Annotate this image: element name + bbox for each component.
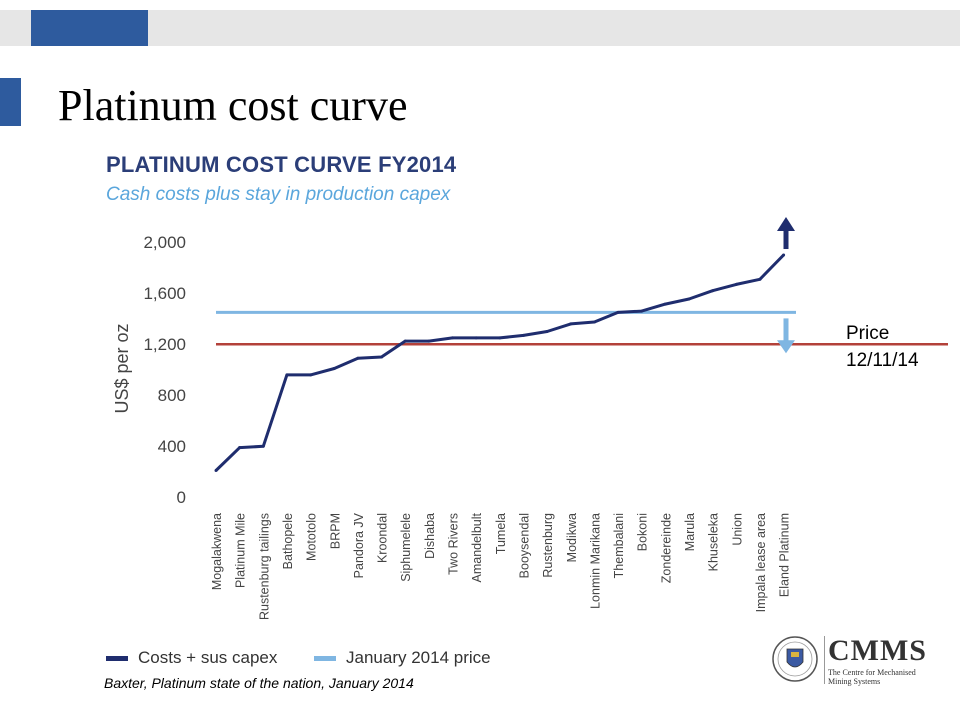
logo-wordmark: CMMS bbox=[828, 634, 927, 667]
x-tick-label: Thembalani bbox=[612, 513, 626, 578]
y-tick-label: 2,000 bbox=[143, 233, 186, 252]
data-point bbox=[498, 336, 502, 340]
x-tick-label: BRPM bbox=[328, 513, 342, 549]
x-tick-label: Bokoni bbox=[636, 513, 650, 551]
y-axis-label: US$ per oz bbox=[112, 323, 132, 413]
x-tick-label: Pandora JV bbox=[352, 512, 366, 578]
source-citation: Baxter, Platinum state of the nation, Ja… bbox=[104, 675, 414, 691]
x-tick-label: Platinum Mile bbox=[234, 513, 248, 588]
x-tick-label: Tumela bbox=[494, 513, 508, 554]
x-tick-label: Zondereinde bbox=[659, 513, 673, 583]
data-point bbox=[427, 339, 431, 343]
data-point bbox=[592, 320, 596, 324]
x-tick-label: Booysendal bbox=[517, 513, 531, 578]
legend-item-jan-price: January 2014 price bbox=[314, 648, 491, 668]
data-point bbox=[214, 469, 218, 472]
data-point bbox=[451, 336, 454, 340]
x-tick-label: Siphumelele bbox=[399, 513, 413, 582]
legend-item-costs: Costs + sus capex bbox=[106, 648, 277, 668]
top-band bbox=[0, 10, 960, 46]
legend-label-jan-price: January 2014 price bbox=[346, 648, 491, 667]
price-note-label: Price bbox=[846, 323, 890, 344]
data-point bbox=[687, 297, 691, 301]
legend-swatch-jan-price bbox=[314, 655, 336, 661]
data-point bbox=[569, 322, 573, 326]
legend-label-costs: Costs + sus capex bbox=[138, 648, 278, 667]
data-point bbox=[238, 446, 242, 450]
university-crest-icon bbox=[772, 636, 818, 682]
x-tick-label: Lonmin Marikana bbox=[588, 513, 602, 609]
chart-title: PLATINUM COST CURVE FY2014 bbox=[106, 152, 457, 177]
x-tick-label: Amandelbult bbox=[470, 512, 484, 582]
x-tick-label: Marula bbox=[683, 513, 697, 551]
data-point bbox=[734, 282, 738, 286]
data-point bbox=[332, 367, 336, 370]
data-point bbox=[545, 330, 549, 334]
logo-divider bbox=[824, 636, 825, 684]
x-tick-label: Rustenburg bbox=[541, 513, 555, 578]
data-point bbox=[711, 289, 715, 293]
x-tick-label: Bathopele bbox=[281, 513, 295, 569]
legend-swatch-costs bbox=[106, 655, 128, 661]
data-point bbox=[380, 355, 384, 359]
price-note-date: 12/11/14 bbox=[846, 350, 919, 371]
arrow-down-icon bbox=[777, 340, 795, 354]
data-point bbox=[474, 336, 478, 340]
x-tick-label: Mogalakwena bbox=[210, 513, 224, 590]
y-tick-label: 1,600 bbox=[143, 284, 186, 303]
data-point bbox=[640, 309, 644, 313]
data-point bbox=[616, 310, 620, 314]
x-tick-label: Rustenburg tailings bbox=[257, 513, 271, 620]
top-band-accent bbox=[31, 10, 148, 46]
data-point bbox=[285, 373, 289, 377]
data-point bbox=[521, 333, 525, 337]
y-tick-label: 800 bbox=[158, 386, 186, 405]
y-tick-label: 1,200 bbox=[143, 335, 186, 354]
x-tick-label: Modikwa bbox=[565, 513, 579, 562]
data-point bbox=[403, 339, 407, 343]
x-tick-label: Two Rivers bbox=[447, 513, 461, 575]
x-tick-label: Mototolo bbox=[305, 513, 319, 561]
data-point bbox=[782, 253, 786, 257]
logo-tagline: The Centre for Mechanised Mining Systems bbox=[828, 668, 916, 686]
y-tick-label: 400 bbox=[158, 437, 186, 456]
price-note: Price 12/11/14 bbox=[846, 320, 919, 374]
x-tick-label: Kroondal bbox=[376, 513, 390, 563]
slide-title: Platinum cost curve bbox=[58, 81, 408, 130]
arrow-up-icon bbox=[777, 217, 795, 232]
data-point bbox=[663, 302, 667, 306]
title-marker bbox=[0, 78, 21, 126]
chart-subtitle: Cash costs plus stay in production capex bbox=[106, 184, 451, 205]
x-tick-label: Dishaba bbox=[423, 513, 437, 559]
x-tick-label: Khuseleka bbox=[707, 513, 721, 571]
x-tick-label: Impala lease area bbox=[754, 513, 768, 612]
series-line-costs bbox=[214, 253, 785, 472]
cmms-logo: CMMS The Centre for Mechanised Mining Sy… bbox=[770, 632, 930, 688]
data-point bbox=[261, 444, 265, 448]
y-tick-label: 0 bbox=[177, 488, 186, 507]
data-point bbox=[356, 356, 360, 360]
x-tick-label: Eland Platinum bbox=[778, 513, 792, 597]
x-tick-label: Union bbox=[730, 513, 744, 546]
data-point bbox=[758, 277, 762, 281]
data-point bbox=[309, 373, 313, 377]
